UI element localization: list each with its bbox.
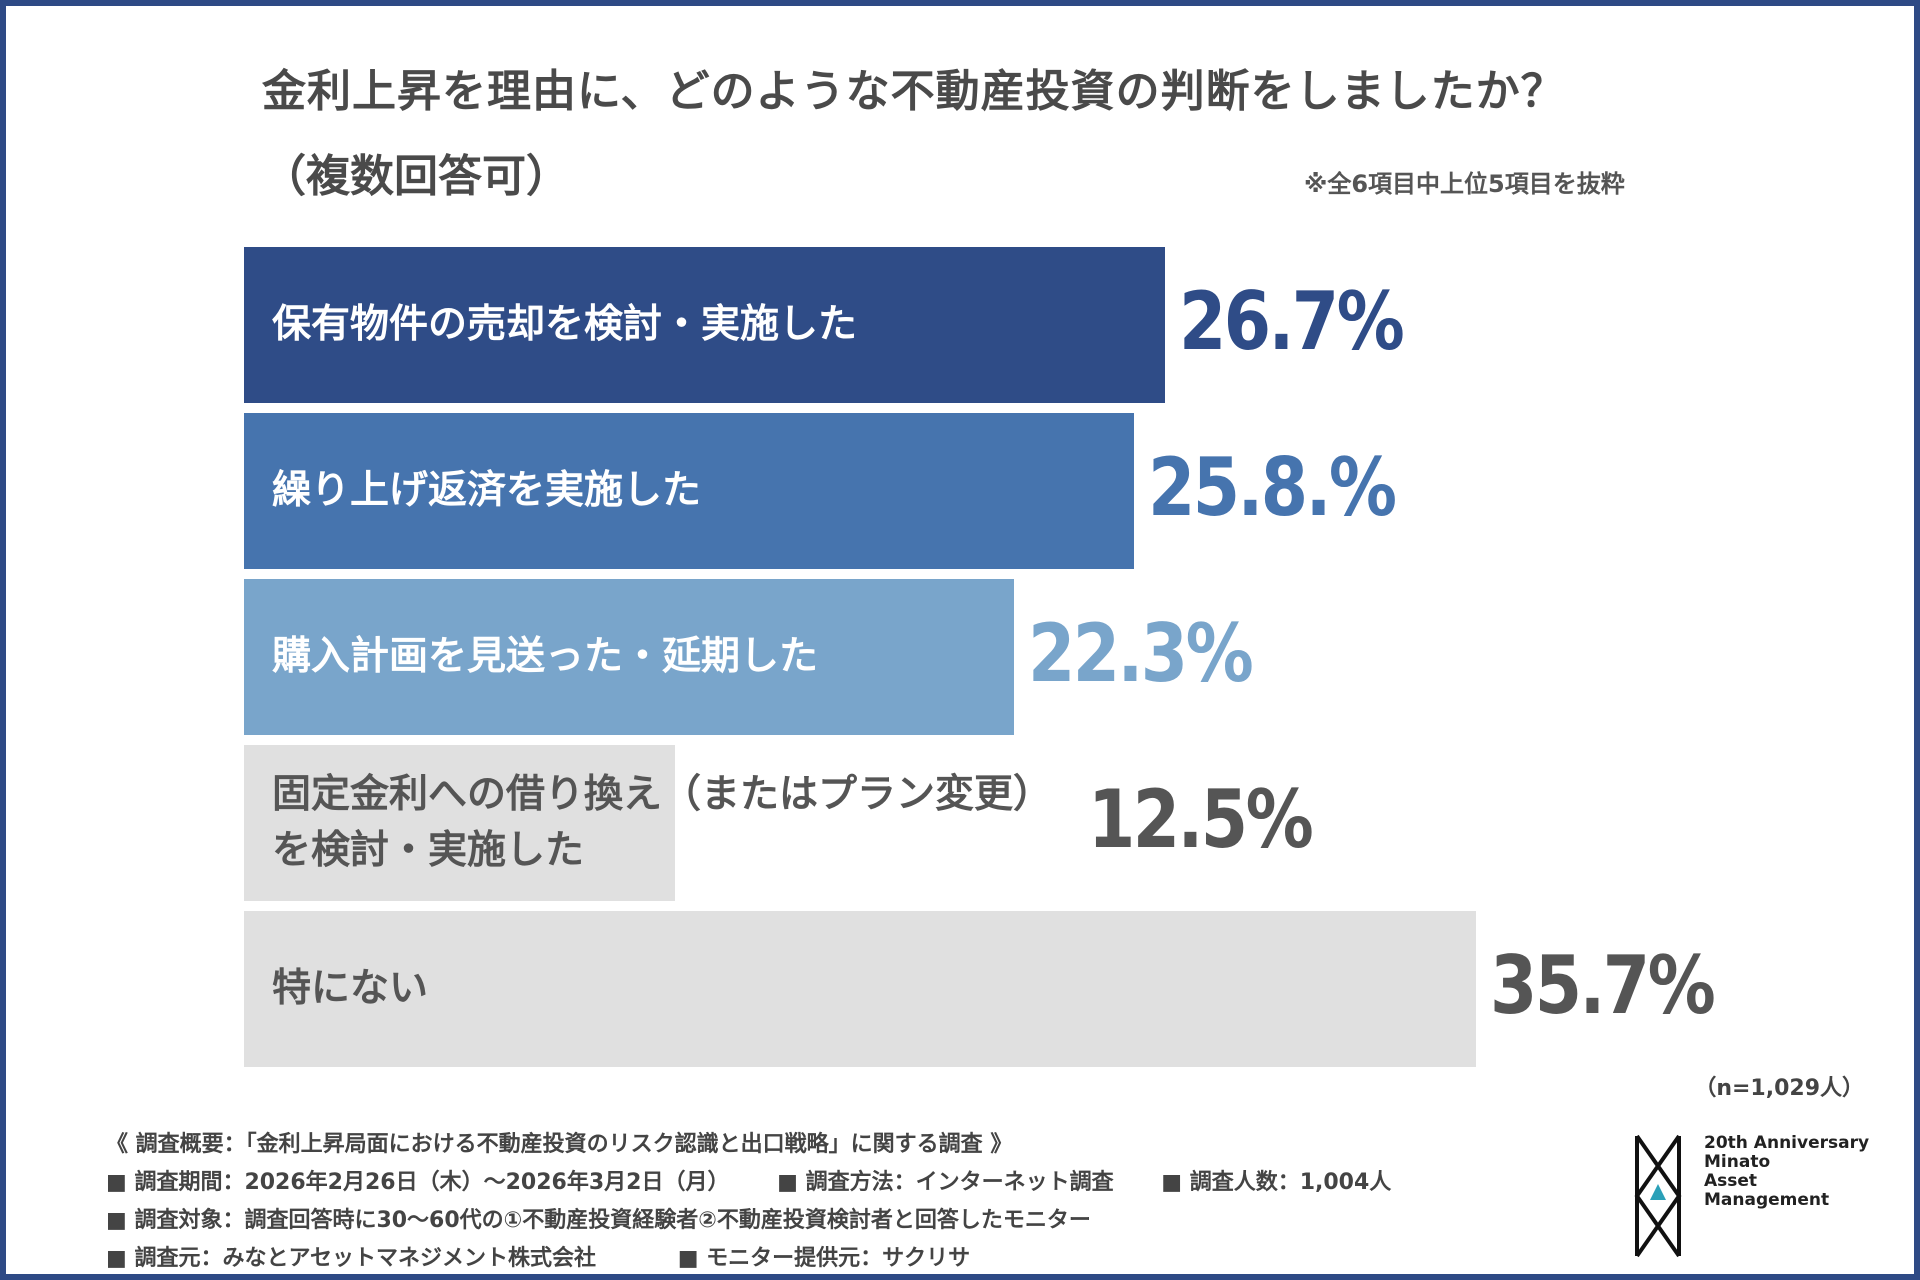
- logo-line: Asset: [1704, 1171, 1758, 1191]
- bar: 繰り上げ返済を実施した: [244, 413, 1135, 569]
- value-label: 25.8.%: [1148, 441, 1397, 534]
- logo-line: Minato: [1704, 1152, 1771, 1172]
- company-logo: [1634, 1134, 1682, 1258]
- survey-target: ■ 調査対象：調査回答時に30～60代の①不動産投資経験者②不動産投資検討者と回…: [106, 1208, 1091, 1233]
- monitor-provider: ■ モニター提供元：サクリサ: [677, 1246, 971, 1271]
- survey-source: ■ 調査元：みなとアセットマネジメント株式会社: [106, 1246, 597, 1271]
- logo-line: Management: [1704, 1190, 1830, 1210]
- value-label: 12.5%: [1088, 773, 1314, 866]
- footer-line-1: ■ 調査期間：2026年2月26日（木）～2026年3月2日（月） ■ 調査方法…: [106, 1164, 1431, 1196]
- footer-heading: 《 調査概要：「金利上昇局面における不動産投資のリスク認識と出口戦略」に関する調…: [106, 1132, 1013, 1157]
- bar: 保有物件の売却を検討・実施した: [244, 247, 1166, 403]
- bar-label: 固定金利への借り換え（またはプラン変更） を検討・実施した: [272, 772, 1053, 873]
- bar-label: 保有物件の売却を検討・実施した: [272, 302, 858, 347]
- value-label: 22.3%: [1027, 607, 1254, 700]
- bar-label: 繰り上げ返済を実施した: [272, 468, 702, 513]
- survey-period: ■ 調査期間：2026年2月26日（木）～2026年3月2日（月）: [106, 1170, 730, 1195]
- logo-text: 20th Anniversary Minato Asset Management: [1704, 1134, 1869, 1210]
- bar: 特にない: [244, 911, 1476, 1067]
- chart-title: 金利上昇を理由に、どのような不動産投資の判断をしましたか？: [262, 66, 1566, 117]
- sample-size: （n=1,029人）: [1694, 1076, 1864, 1101]
- bar-label: 購入計画を見送った・延期した: [272, 634, 819, 679]
- bar-label: 特にない: [272, 966, 429, 1011]
- value-label: 26.7%: [1179, 275, 1405, 368]
- footer-line-3: ■ 調査元：みなとアセットマネジメント株式会社 ■ モニター提供元：サクリサ: [106, 1240, 1010, 1272]
- chart-note: ※全6項目中上位5項目を抜粋: [1304, 170, 1625, 198]
- logo-line: 20th Anniversary: [1704, 1133, 1870, 1153]
- chart-subtitle: （複数回答可）: [262, 151, 570, 202]
- value-label: 35.7%: [1490, 939, 1716, 1032]
- bar: 固定金利への借り換え（またはプラン変更） を検討・実施した: [244, 745, 1052, 901]
- survey-count: ■ 調査人数：1,004人: [1161, 1170, 1392, 1195]
- survey-method: ■ 調査方法：インターネット調査: [777, 1170, 1114, 1195]
- bar: 購入計画を見送った・延期した: [244, 579, 1014, 735]
